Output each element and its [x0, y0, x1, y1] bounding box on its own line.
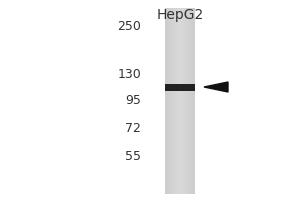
Bar: [190, 8, 191, 194]
Text: 55: 55: [125, 150, 141, 162]
Bar: [172, 8, 173, 194]
Bar: [181, 8, 182, 194]
Bar: [179, 8, 180, 194]
Bar: [171, 8, 172, 194]
Bar: [174, 8, 175, 194]
Bar: [168, 8, 169, 194]
Bar: [175, 8, 176, 194]
Bar: [188, 8, 189, 194]
Bar: [165, 84, 195, 90]
Text: 250: 250: [117, 20, 141, 32]
Bar: [166, 8, 167, 194]
Bar: [194, 8, 195, 194]
Bar: [192, 8, 193, 194]
Text: 95: 95: [125, 94, 141, 106]
Bar: [173, 8, 174, 194]
Text: 130: 130: [117, 68, 141, 80]
Polygon shape: [204, 82, 228, 92]
Bar: [185, 8, 186, 194]
Bar: [189, 8, 190, 194]
Bar: [182, 8, 183, 194]
Bar: [165, 8, 166, 194]
Bar: [186, 8, 187, 194]
Bar: [180, 8, 181, 194]
Bar: [169, 8, 170, 194]
Text: 72: 72: [125, 121, 141, 134]
Bar: [167, 8, 168, 194]
Bar: [176, 8, 177, 194]
Bar: [187, 8, 188, 194]
Bar: [191, 8, 192, 194]
Bar: [178, 8, 179, 194]
Bar: [170, 8, 171, 194]
Bar: [177, 8, 178, 194]
Text: HepG2: HepG2: [156, 8, 204, 22]
Bar: [183, 8, 184, 194]
Bar: [184, 8, 185, 194]
Bar: [193, 8, 194, 194]
